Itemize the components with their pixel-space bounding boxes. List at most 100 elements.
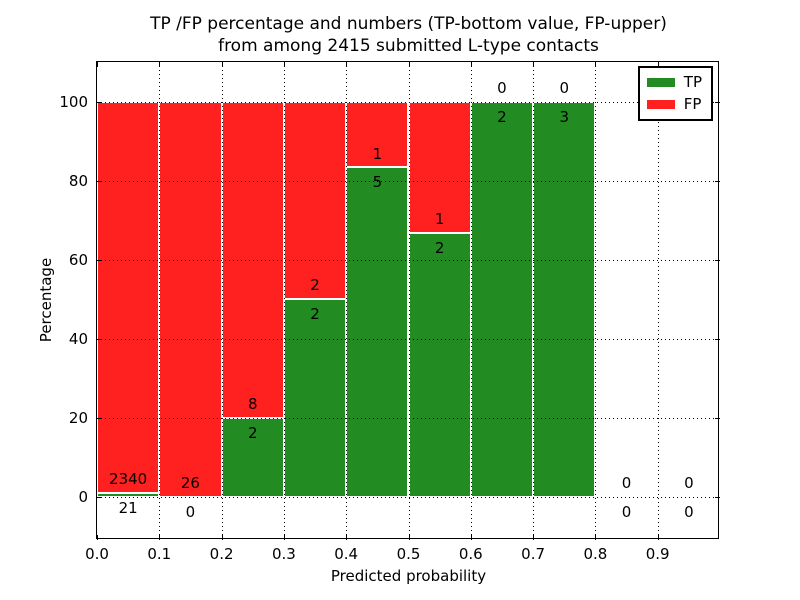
tick-left-40: [97, 338, 102, 340]
x-tick-label-0.5: 0.5: [396, 545, 421, 563]
chart-title-line1: TP /FP percentage and numbers (TP-bottom…: [150, 14, 667, 34]
bar-tp-0.3-0.4: [283, 299, 347, 497]
tick-left-80: [97, 180, 102, 182]
tick-top-0.0: [97, 62, 98, 67]
tp-count-label-0.2-0.3: 2: [247, 423, 258, 442]
fp-count-label-0.9-1.0: 0: [684, 473, 694, 492]
gridline-x-0.6: [470, 62, 472, 540]
tp-count-label-0.5-0.6: 2: [434, 239, 445, 258]
x-tick-label-0.3: 0.3: [271, 545, 296, 563]
x-tick-label-0.2: 0.2: [209, 545, 234, 563]
tick-right-60: [715, 259, 720, 261]
tp-count-label-0.4-0.5: 5: [372, 173, 383, 192]
fp-count-label-0.6-0.7: 0: [497, 78, 507, 97]
x-tick-label-0.0: 0.0: [85, 545, 109, 563]
tp-count-label-0.9-1.0: 0: [684, 502, 694, 521]
chart-title-line2: from among 2415 submitted L-type contact…: [218, 36, 599, 56]
x-tick-label-0.9: 0.9: [645, 545, 670, 563]
bar-tp-0.4-0.5: [346, 167, 409, 497]
fp-count-label-0.8-0.9: 0: [621, 473, 632, 492]
legend-swatch-fp: [646, 100, 675, 109]
tp-count-label-0.3-0.4: 2: [310, 305, 320, 324]
tp-count-label-0.6-0.7: 2: [497, 107, 507, 126]
bar-tp-0.0-0.1: [97, 493, 160, 497]
legend-swatch-tp: [646, 78, 675, 87]
tick-bottom-0.4: [346, 535, 348, 540]
tick-bottom-0.6: [470, 535, 472, 540]
y-tick-label-100: 100: [59, 92, 88, 111]
tick-top-0.8: [595, 62, 597, 67]
tick-right-100: [715, 101, 720, 103]
gridline-x-0.2: [221, 62, 223, 540]
legend-label-fp: FP: [683, 95, 702, 113]
tick-top-0.1: [159, 62, 161, 67]
tick-left-60: [97, 259, 102, 261]
tick-bottom-0.0: [97, 535, 98, 540]
bar-tp-0.7-0.8: [533, 101, 596, 497]
fp-count-label-0.3-0.4: 2: [310, 276, 320, 295]
bar-tp-0.2-0.3: [221, 417, 284, 497]
bar-tp-0.6-0.7: [470, 101, 534, 497]
x-tick-label-0.8: 0.8: [583, 545, 608, 563]
tp-count-label-0.8-0.9: 0: [621, 502, 632, 521]
tick-bottom-0.7: [533, 535, 535, 540]
tick-top-0.9: [657, 62, 659, 67]
x-tick-label-0.1: 0.1: [147, 545, 172, 563]
x-tick-label-0.6: 0.6: [458, 545, 483, 563]
tick-bottom-0.9: [657, 535, 659, 540]
gridline-x-0.9: [657, 62, 659, 540]
tick-right-0: [715, 496, 720, 498]
tick-top-0.2: [221, 62, 223, 67]
fp-count-label-0.5-0.6: 1: [434, 210, 445, 229]
y-tick-label-80: 80: [68, 171, 88, 190]
legend: TP FP: [637, 66, 713, 121]
legend-entry-tp: TP: [646, 73, 702, 92]
tick-top-0.3: [283, 62, 285, 67]
x-tick-label-0.7: 0.7: [521, 545, 546, 563]
tick-right-20: [715, 417, 720, 419]
tick-left-0: [97, 496, 102, 498]
fp-count-label-0.4-0.5: 1: [372, 144, 383, 163]
gridline-x-0.4: [346, 62, 348, 540]
fp-count-label-0.2-0.3: 8: [247, 394, 258, 413]
tick-bottom-0.2: [221, 535, 223, 540]
legend-entry-fp: FP: [646, 95, 702, 114]
tick-bottom-0.5: [408, 535, 410, 540]
fp-count-label-0.7-0.8: 0: [559, 78, 570, 97]
legend-label-tp: TP: [683, 73, 702, 91]
gridline-x-0.3: [283, 62, 285, 540]
tick-bottom-0.1: [159, 535, 161, 540]
tick-bottom-0.8: [595, 535, 597, 540]
tp-count-label-0.0-0.1: 21: [118, 499, 138, 518]
y-tick-label-0: 0: [78, 487, 88, 506]
gridline-x-0.5: [408, 62, 410, 540]
gridline-x-0.8: [595, 62, 597, 540]
plot-inner: 2340 21 26 0 8 2 2 2 1 5 1 2 0 2 0 3 0 0 0 0: [97, 62, 720, 540]
tick-left-100: [97, 101, 102, 103]
x-tick-label-0.4: 0.4: [334, 545, 359, 563]
bar-fp-0.1-0.2: [159, 101, 222, 497]
tp-count-label-0.1-0.2: 0: [185, 502, 196, 521]
plot-area: 2340 21 26 0 8 2 2 2 1 5 1 2 0 2 0 3 0 0 0 0 TP FP: [96, 61, 720, 540]
tick-top-0.7: [533, 62, 535, 67]
bar-fp-0.0-0.1: [97, 101, 160, 494]
x-axis-label: Predicted probability: [330, 567, 487, 585]
bar-fp-0.5-0.6: [408, 101, 471, 234]
tick-right-40: [715, 338, 720, 340]
tp-count-label-0.7-0.8: 3: [559, 107, 570, 126]
bar-fp-0.3-0.4: [283, 101, 347, 300]
fp-count-label-0.1-0.2: 26: [180, 473, 200, 492]
chart-title: TP /FP percentage and numbers (TP-bottom…: [97, 13, 720, 57]
y-tick-label-60: 60: [68, 250, 88, 269]
gridline-x-0.7: [533, 62, 535, 540]
tick-top-0.6: [470, 62, 472, 67]
fp-count-label-0.0-0.1: 2340: [109, 470, 148, 489]
tick-left-20: [97, 417, 102, 419]
tick-top-0.5: [408, 62, 410, 67]
tick-bottom-0.3: [283, 535, 285, 540]
y-tick-label-20: 20: [68, 408, 88, 427]
bar-tp-0.5-0.6: [408, 233, 471, 497]
tick-top-0.4: [346, 62, 348, 67]
tick-right-80: [715, 180, 720, 182]
